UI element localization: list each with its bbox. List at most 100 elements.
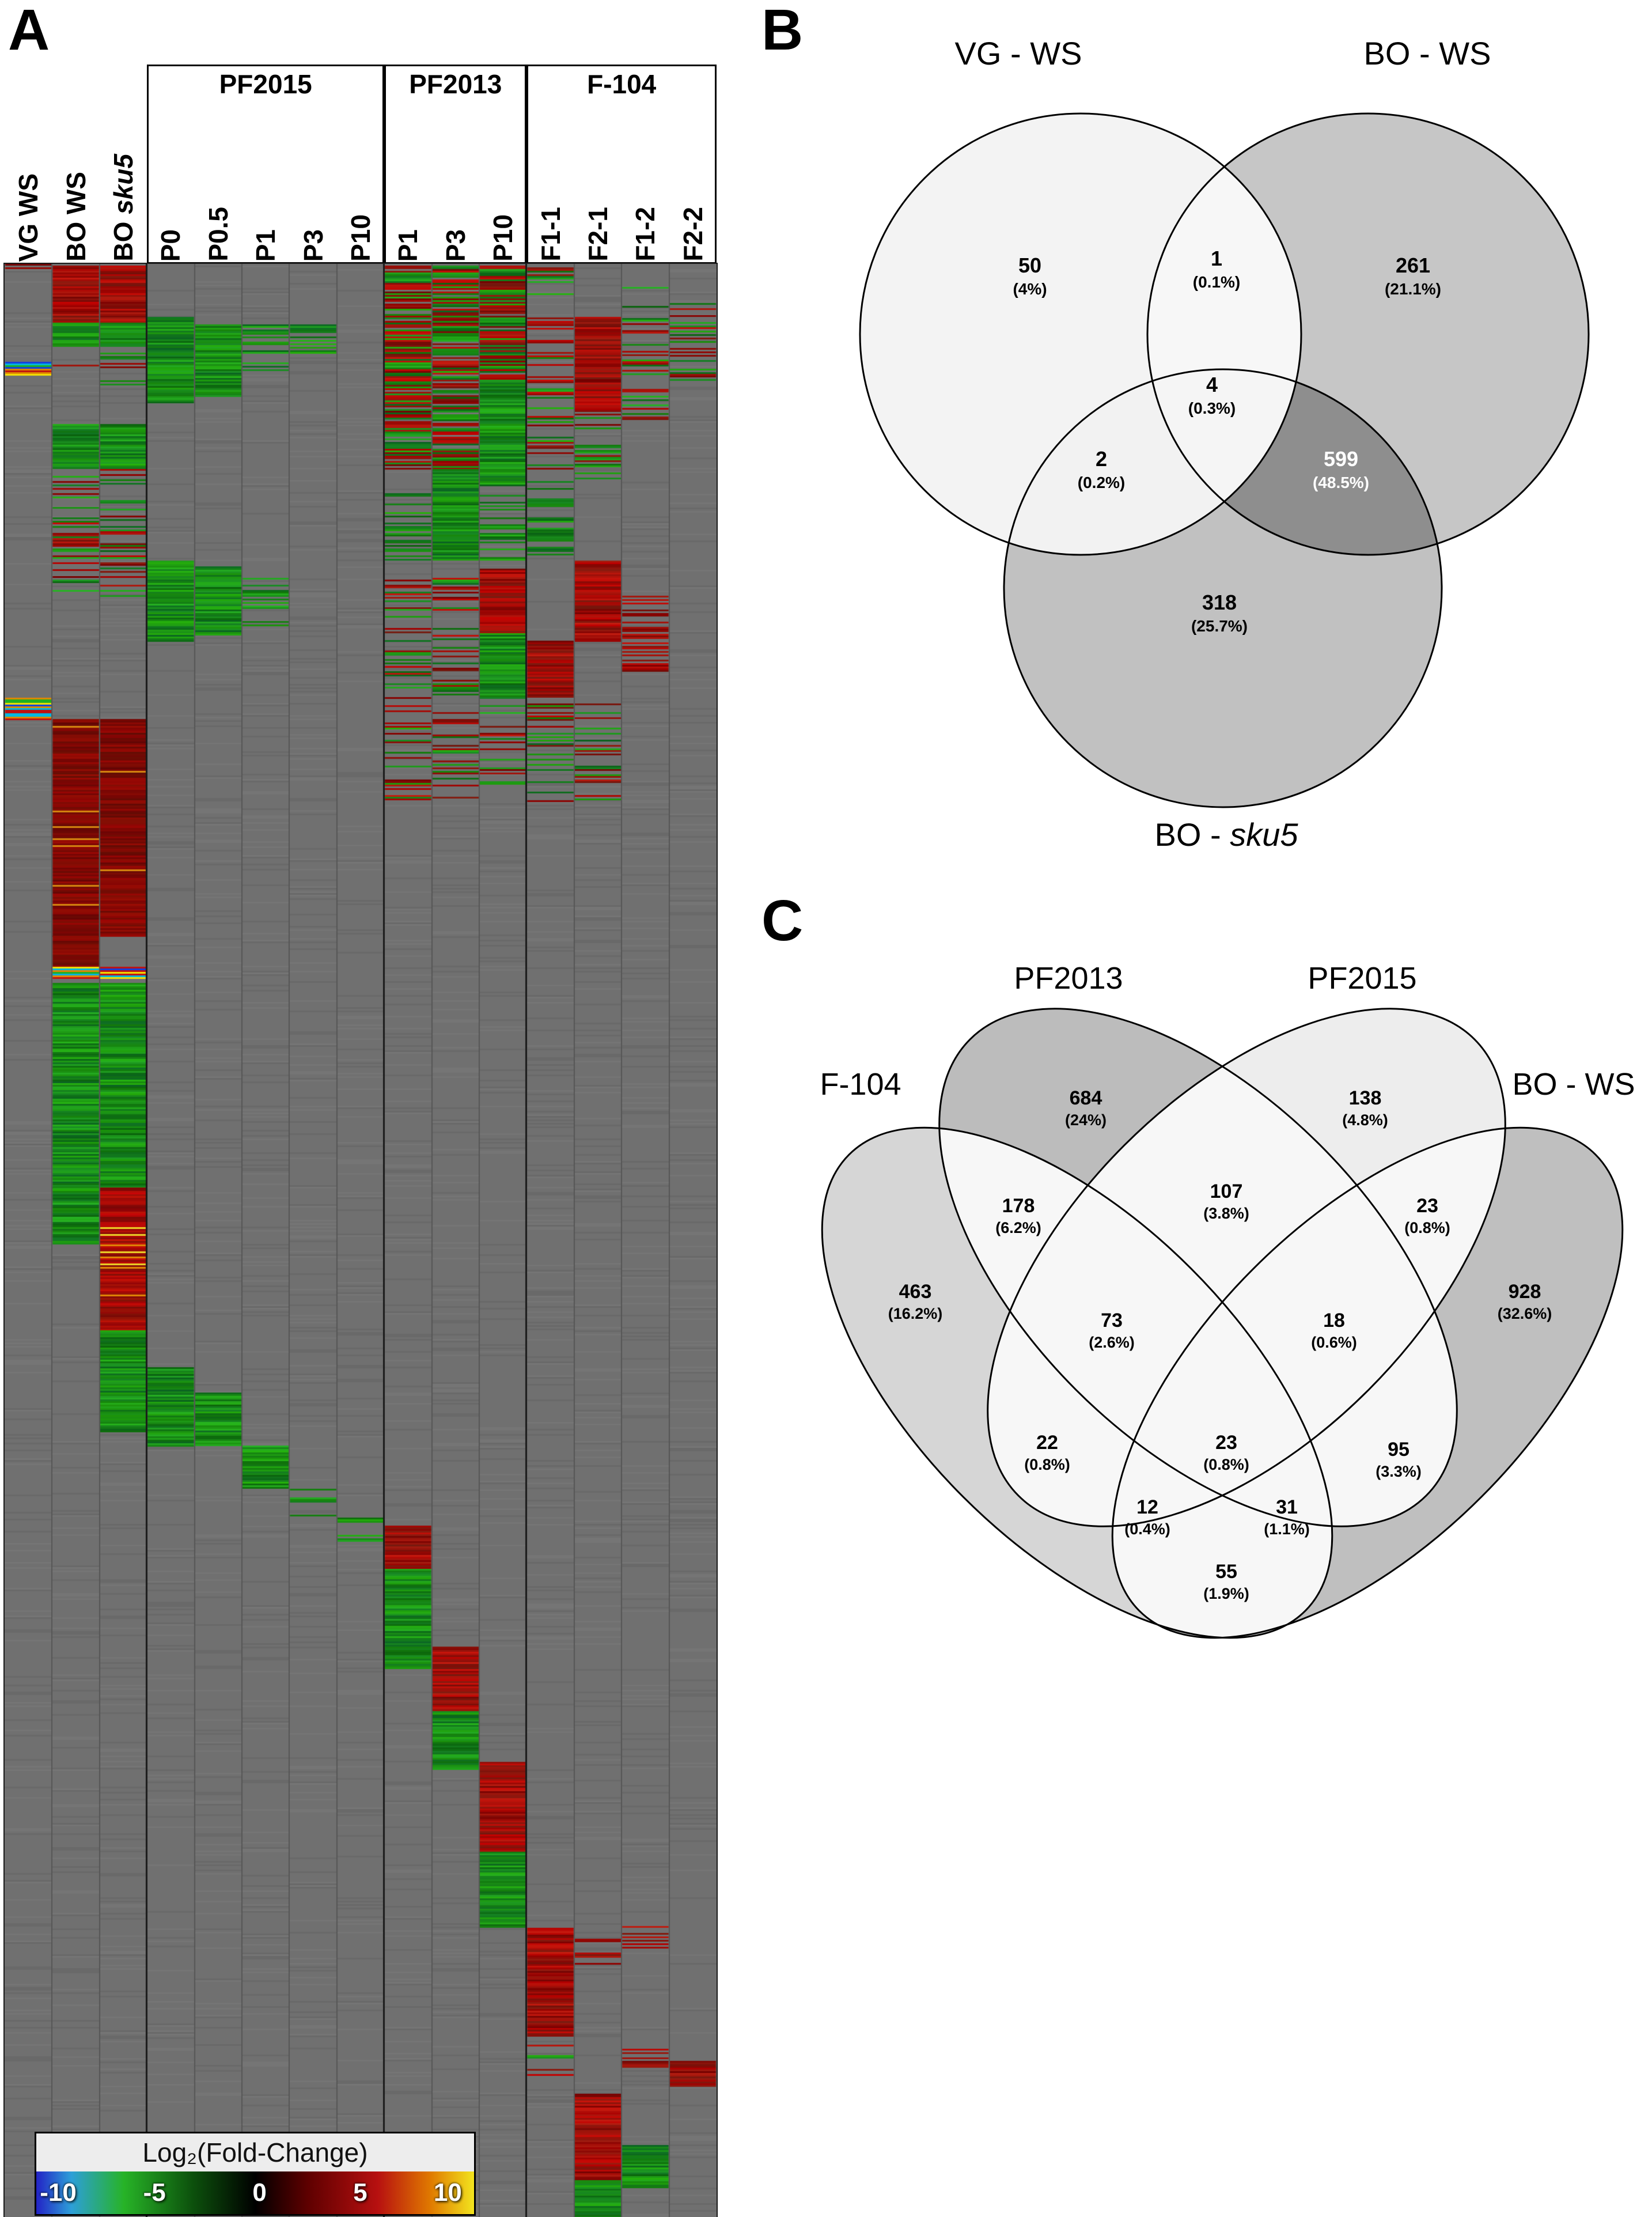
- venn-region-count-C: 318: [1202, 591, 1237, 614]
- heatmap-column-label: P1: [384, 99, 431, 262]
- venn-region-count-CD: 23: [1416, 1195, 1438, 1217]
- heatmap-column-label-text: F1-2: [630, 207, 661, 262]
- column-label-part: P3: [298, 229, 328, 262]
- column-label-part: F2-1: [582, 207, 613, 262]
- column-label-part: VG WS: [13, 173, 44, 262]
- heatmap-group-box-PF2013: PF2013: [384, 65, 527, 264]
- venn-region-count-AB: 178: [1002, 1195, 1035, 1217]
- heatmap-column-label-text: P3: [440, 229, 471, 262]
- colorbar-tick: 0: [252, 2178, 267, 2207]
- venn-region-count-ABC: 73: [1101, 1310, 1123, 1331]
- heatmap-column-label-text: BO WS: [60, 172, 91, 262]
- venn-region-count-C: 138: [1349, 1087, 1382, 1109]
- colorbar-tick: 5: [353, 2178, 367, 2207]
- venn-region-count-A: 463: [899, 1281, 932, 1303]
- heatmap-column-label: P3: [289, 99, 336, 262]
- venn-region-pct-BC: (48.5%): [1313, 474, 1369, 491]
- venn3-intersection: [1147, 369, 1442, 555]
- heatmap-column-label: BO sku5: [100, 50, 147, 262]
- venn4-set-label-2: PF2015: [1308, 961, 1416, 996]
- venn-set-label-italic: sku5: [1230, 816, 1298, 853]
- venn-region-pct-C: (25.7%): [1191, 617, 1248, 635]
- column-label-part: P3: [440, 229, 471, 262]
- venn-region-pct-D: (32.6%): [1498, 1305, 1552, 1322]
- venn-diagram-4set: F-104 PF2013 PF2015 BO - WS 463 (16.2%) 684 (24…: [820, 961, 1635, 1639]
- panel-b-label: B: [761, 0, 804, 62]
- heatmap-column-label-text: P10: [346, 214, 376, 262]
- column-label-italic-part: sku5: [108, 154, 138, 215]
- venn-region-count-AC: 2: [1096, 447, 1107, 471]
- heatmap-column-label: P10: [337, 99, 384, 262]
- heatmap-group-box-PF2015: PF2015: [147, 65, 385, 264]
- column-label-part: F2-2: [677, 207, 708, 262]
- venn-set-label-text: BO - WS: [1513, 1067, 1635, 1102]
- venn4-ellipse-outline-0: [821, 1126, 1333, 1639]
- venn-set-label-text: PF2013: [1014, 961, 1123, 996]
- colorbar-title: Log₂(Fold-Change): [142, 2137, 368, 2167]
- venn3-circle-outline-0: [859, 112, 1302, 556]
- heatmap-column-label: P1: [242, 99, 289, 262]
- panel-a-label: A: [8, 0, 50, 62]
- venn-region-count-ABCD: 23: [1215, 1432, 1237, 1454]
- heatmap-header: PF2015 PF2013 F-104 VG WS BO WS BO sku5 P0 P0.5…: [0, 0, 726, 264]
- venn-region-pct-BD: (3.3%): [1376, 1463, 1422, 1480]
- heatmap-column-label: VG WS: [5, 50, 52, 262]
- colorbar-gradient: -10 -5 0 5 10: [36, 2171, 474, 2214]
- venn-region-pct-C: (4.8%): [1342, 1111, 1388, 1129]
- venn3-circle-outline-2: [1003, 368, 1443, 808]
- venn-region-pct-BCD: (0.6%): [1311, 1334, 1357, 1351]
- heatmap-column-label: P0.5: [195, 99, 242, 262]
- venn-region-pct-AC: (0.2%): [1078, 474, 1125, 491]
- column-label-part: P0.5: [203, 207, 233, 262]
- venn-region-count-B: 684: [1070, 1087, 1102, 1109]
- column-label-part: F1-2: [630, 207, 661, 262]
- panel-c-label: C: [761, 888, 804, 953]
- venn3-set-label-2: BO - sku5: [1155, 816, 1299, 853]
- column-label-part: F1-1: [535, 207, 566, 262]
- venn-region-count-ABD: 31: [1276, 1496, 1298, 1518]
- heatmap-column-label-text: P1: [393, 229, 423, 262]
- heatmap-column-label: F2-1: [574, 99, 622, 262]
- venn-region-pct-B: (21.1%): [1385, 280, 1441, 298]
- column-label-part: BO WS: [60, 172, 91, 262]
- venn3-circle-outline-1: [1146, 112, 1590, 556]
- venn-region-count-A: 50: [1018, 254, 1041, 277]
- venn-region-pct-A: (4%): [1013, 280, 1047, 298]
- venn-region-count-AB: 1: [1211, 247, 1222, 270]
- venn4-ellipse-outline-3: [1111, 1126, 1624, 1639]
- venn-region-count-AD: 55: [1215, 1561, 1237, 1583]
- venn-region-pct-A: (16.2%): [888, 1305, 943, 1322]
- venn-region-pct-AC: (0.8%): [1024, 1456, 1070, 1473]
- venn-region-pct-ABCD: (0.8%): [1203, 1456, 1249, 1473]
- venn-region-count-D: 928: [1509, 1281, 1541, 1303]
- heatmap-column-label-text: VG WS: [13, 173, 44, 262]
- venn4-set-label-1: PF2013: [1014, 961, 1123, 996]
- colorbar-tick: -5: [143, 2178, 166, 2207]
- heatmap-column-label-text: P0: [156, 229, 186, 262]
- colorbar-tick: -10: [40, 2178, 77, 2207]
- colorbar-tick: 10: [433, 2178, 462, 2207]
- venn3-set-label-0: VG - WS: [955, 35, 1082, 71]
- column-label-part: P1: [251, 229, 281, 262]
- venn-set-label-text: F-104: [820, 1067, 901, 1102]
- heatmap-column-label: P3: [432, 99, 479, 262]
- venn4-set-label-0: F-104: [820, 1067, 901, 1102]
- heatmap-group-box-F-104: F-104: [526, 65, 717, 264]
- venn-region-count-ABC: 4: [1206, 373, 1218, 396]
- venn-region-count-B: 261: [1396, 254, 1430, 277]
- venn-region-count-BD: 95: [1388, 1439, 1409, 1461]
- heatmap-column-label-text: P1: [251, 229, 281, 262]
- venn-region-pct-ABC: (0.3%): [1188, 399, 1236, 417]
- column-label-part: P10: [488, 214, 518, 262]
- heatmap-column-label-text: P0.5: [203, 207, 233, 262]
- venn-diagram-3set: VG - WS BO - WS BO - sku5 50 (4%) 1 (0.1%) 261 (…: [859, 35, 1590, 853]
- venn-set-label-text: BO -: [1155, 816, 1230, 853]
- venn-region-pct-AD: (1.9%): [1203, 1585, 1249, 1602]
- column-label-part: P0: [156, 229, 186, 262]
- venn4-ellipse-outline-2: [987, 1008, 1506, 1527]
- venn-region-pct-ABD: (1.1%): [1264, 1520, 1310, 1538]
- heatmap-column-label-text: F2-2: [677, 207, 708, 262]
- venn-region-pct-ACD: (0.4%): [1124, 1520, 1170, 1538]
- heatmap-canvas: [3, 263, 718, 2217]
